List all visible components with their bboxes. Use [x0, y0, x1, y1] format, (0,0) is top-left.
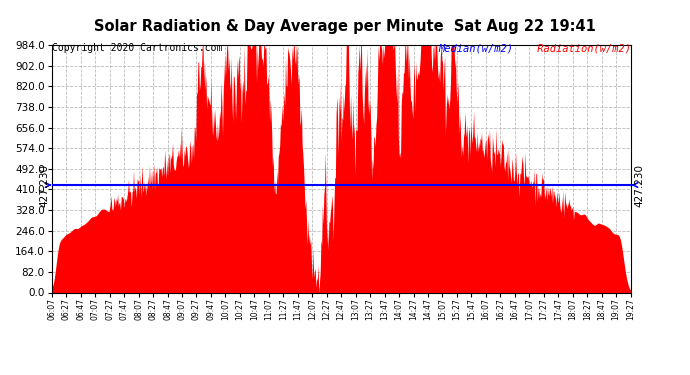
Text: Copyright 2020 Cartronics.com: Copyright 2020 Cartronics.com: [52, 43, 222, 53]
Text: Median(w/m2): Median(w/m2): [438, 43, 513, 53]
Text: Radiation(w/m2): Radiation(w/m2): [531, 43, 631, 53]
Text: Solar Radiation & Day Average per Minute  Sat Aug 22 19:41: Solar Radiation & Day Average per Minute…: [94, 19, 596, 34]
